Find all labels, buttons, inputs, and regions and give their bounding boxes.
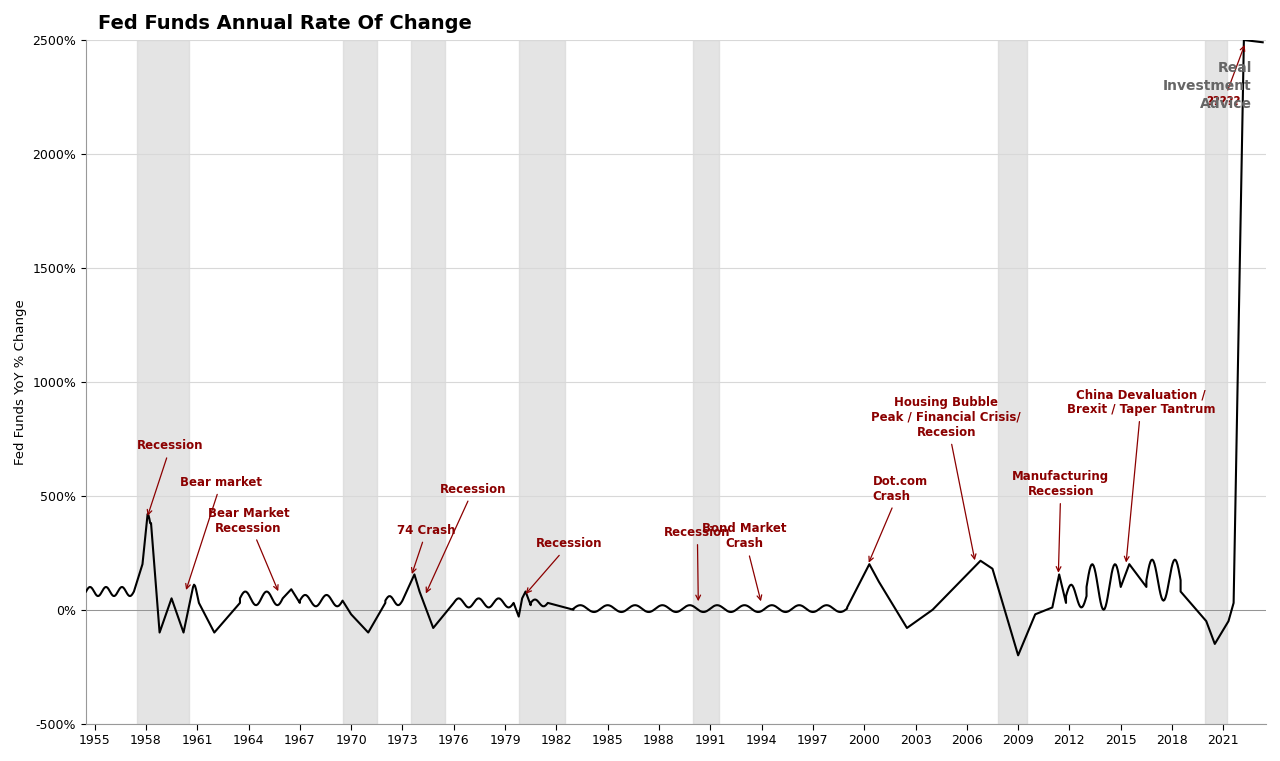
Y-axis label: Fed Funds YoY % Change: Fed Funds YoY % Change bbox=[14, 299, 27, 465]
Text: Recession: Recession bbox=[526, 537, 603, 593]
Bar bbox=[343, 40, 376, 724]
Text: Housing Bubble
Peak / Financial Crisis/
Recesion: Housing Bubble Peak / Financial Crisis/ … bbox=[872, 396, 1021, 559]
Bar bbox=[518, 40, 564, 724]
Text: Dot.com
Crash: Dot.com Crash bbox=[869, 475, 928, 562]
Bar bbox=[694, 40, 719, 724]
Bar bbox=[137, 40, 188, 724]
Text: 74 Crash: 74 Crash bbox=[397, 524, 456, 573]
Text: Recession: Recession bbox=[426, 482, 507, 592]
Bar bbox=[997, 40, 1027, 724]
Text: Recession: Recession bbox=[137, 440, 204, 514]
Bar bbox=[1204, 40, 1226, 724]
Text: China Devaluation /
Brexit / Taper Tantrum: China Devaluation / Brexit / Taper Tantr… bbox=[1068, 388, 1216, 561]
Text: Recession: Recession bbox=[664, 526, 731, 600]
Text: Bear market: Bear market bbox=[180, 476, 262, 589]
Text: ?????: ????? bbox=[1206, 46, 1244, 108]
Text: Bond Market
Crash: Bond Market Crash bbox=[703, 523, 787, 600]
Text: Fed Funds Annual Rate Of Change: Fed Funds Annual Rate Of Change bbox=[97, 14, 472, 33]
Text: Real
Investment
Advice: Real Investment Advice bbox=[1164, 61, 1252, 111]
Text: Bear Market
Recession: Bear Market Recession bbox=[207, 507, 289, 590]
Text: Manufacturing
Recession: Manufacturing Recession bbox=[1012, 470, 1110, 572]
Bar bbox=[411, 40, 445, 724]
